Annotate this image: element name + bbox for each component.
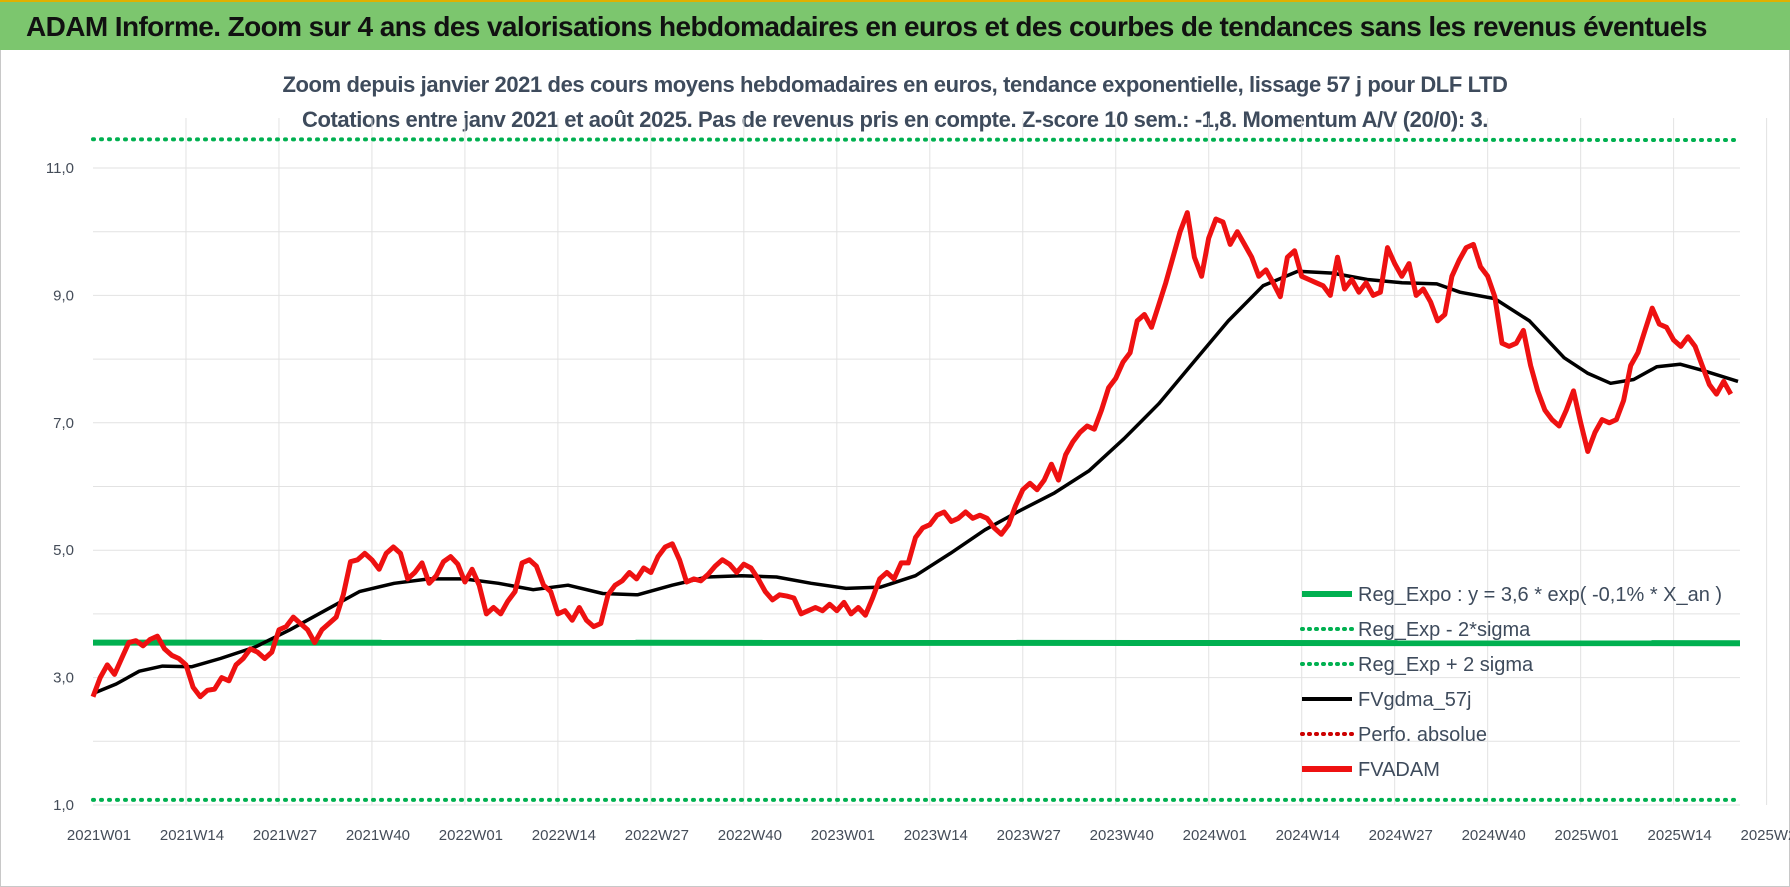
series-reg-expo <box>92 639 1741 647</box>
x-tick-label: 2022W40 <box>718 827 782 844</box>
y-tick-label: 1,0 <box>53 797 74 814</box>
series-fvadam <box>90 210 1733 700</box>
legend-label: Reg_Expo : y = 3,6 * exp( -0,1% * X_an ) <box>1358 584 1722 606</box>
series-reg-exp-plus-2sigma <box>91 137 1742 142</box>
legend-label: FVADAM <box>1358 759 1440 781</box>
x-tick-label: 2025W27 <box>1740 827 1790 844</box>
legend-label: Perfo. absolue <box>1358 724 1487 746</box>
x-tick-label: 2021W14 <box>160 827 224 844</box>
legend: Reg_Expo : y = 3,6 * exp( -0,1% * X_an )… <box>1300 584 1722 781</box>
y-tick-label: 9,0 <box>53 287 74 304</box>
x-tick-label: 2024W14 <box>1276 827 1340 844</box>
y-tick-label: 11,0 <box>46 160 74 177</box>
x-tick-label: 2022W01 <box>439 827 503 844</box>
y-tick-label: 5,0 <box>53 542 74 559</box>
x-tick-label: 2021W40 <box>346 827 410 844</box>
y-axis: 1,0 3,0 5,0 7,0 9,0 11,0 <box>46 160 74 814</box>
report-title: ADAM Informe. Zoom sur 4 ans des valoris… <box>26 11 1707 42</box>
y-tick-label: 7,0 <box>53 415 74 432</box>
x-tick-label: 2023W14 <box>904 827 968 844</box>
grid <box>93 118 1768 806</box>
x-tick-label: 2024W27 <box>1369 827 1433 844</box>
x-tick-label: 2023W01 <box>811 827 875 844</box>
legend-label: Reg_Exp - 2*sigma <box>1358 619 1531 641</box>
x-tick-label: 2021W27 <box>253 827 317 844</box>
x-tick-label: 2024W40 <box>1462 827 1526 844</box>
x-axis: 2021W01 2021W14 2021W27 2021W40 2022W01 2022W… <box>67 827 1790 844</box>
legend-label: FVgdma_57j <box>1358 689 1471 711</box>
x-tick-label: 2025W01 <box>1555 827 1619 844</box>
report-banner: ADAM Informe. Zoom sur 4 ans des valoris… <box>0 0 1790 50</box>
chart-title: Zoom depuis janvier 2021 des cours moyen… <box>282 72 1508 97</box>
x-tick-label: 2022W27 <box>625 827 689 844</box>
chart-subtitle: Cotations entre janv 2021 et août 2025. … <box>301 107 1489 132</box>
y-tick-label: 3,0 <box>53 670 74 687</box>
x-tick-label: 2024W01 <box>1183 827 1247 844</box>
x-tick-label: 2021W01 <box>67 827 131 844</box>
x-tick-label: 2023W27 <box>997 827 1061 844</box>
legend-label: Reg_Exp + 2 sigma <box>1358 654 1534 676</box>
x-tick-label: 2022W14 <box>532 827 596 844</box>
x-tick-label: 2025W14 <box>1648 827 1712 844</box>
series-area <box>90 137 1742 802</box>
x-tick-label: 2023W40 <box>1090 827 1154 844</box>
